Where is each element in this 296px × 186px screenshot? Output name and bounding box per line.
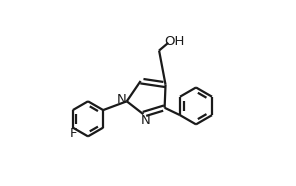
Text: N: N [116,93,126,106]
Text: F: F [70,127,78,140]
Text: OH: OH [165,35,185,48]
Text: N: N [140,114,150,127]
